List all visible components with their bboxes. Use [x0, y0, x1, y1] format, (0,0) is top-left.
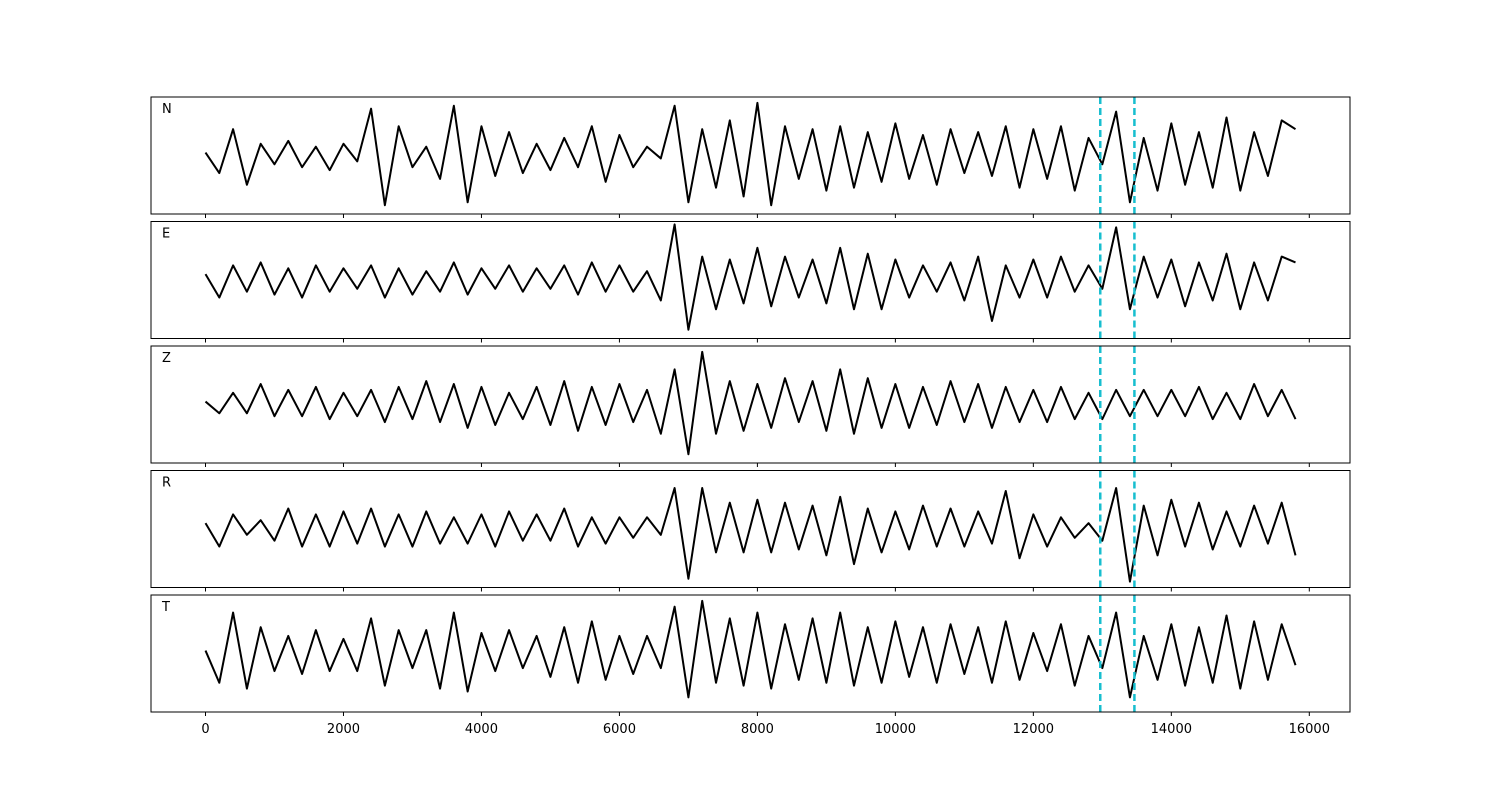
trace	[204, 599, 1297, 699]
x-tick-label: 10000	[875, 722, 916, 737]
x-tick-label: 16000	[1289, 722, 1330, 737]
x-tick-label: 8000	[741, 722, 774, 737]
trace	[204, 223, 1296, 331]
x-tick-label: 4000	[465, 722, 498, 737]
trace	[204, 487, 1297, 583]
panel-label: T	[161, 600, 170, 615]
panel-frame	[150, 345, 1351, 464]
panel-frame	[150, 96, 1351, 215]
panel-frame	[150, 470, 1351, 588]
x-tick-label: 2000	[327, 722, 360, 737]
trace	[204, 101, 1297, 207]
panel-label: E	[162, 227, 170, 242]
x-tick-label: 6000	[603, 722, 636, 737]
x-tick-label: 0	[201, 722, 209, 737]
trace	[204, 350, 1297, 456]
panel-frame	[150, 221, 1351, 339]
x-tick-label: 14000	[1151, 722, 1192, 737]
panel-label: Z	[162, 351, 171, 366]
x-tick-label: 12000	[1013, 722, 1054, 737]
panel-frame	[150, 594, 1351, 713]
panel-label: R	[162, 476, 171, 491]
panel-label: N	[162, 102, 172, 117]
